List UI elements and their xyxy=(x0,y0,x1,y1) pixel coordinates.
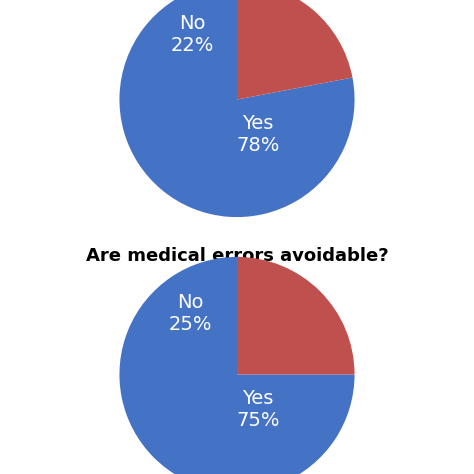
Wedge shape xyxy=(119,0,355,217)
Text: No
22%: No 22% xyxy=(171,14,214,55)
Wedge shape xyxy=(237,257,355,374)
Text: Yes
78%: Yes 78% xyxy=(237,114,280,155)
Text: Are medical errors avoidable?: Are medical errors avoidable? xyxy=(86,247,388,265)
Wedge shape xyxy=(119,257,355,474)
Text: Yes
75%: Yes 75% xyxy=(237,389,280,430)
Text: No
25%: No 25% xyxy=(168,293,212,334)
Wedge shape xyxy=(237,0,353,100)
